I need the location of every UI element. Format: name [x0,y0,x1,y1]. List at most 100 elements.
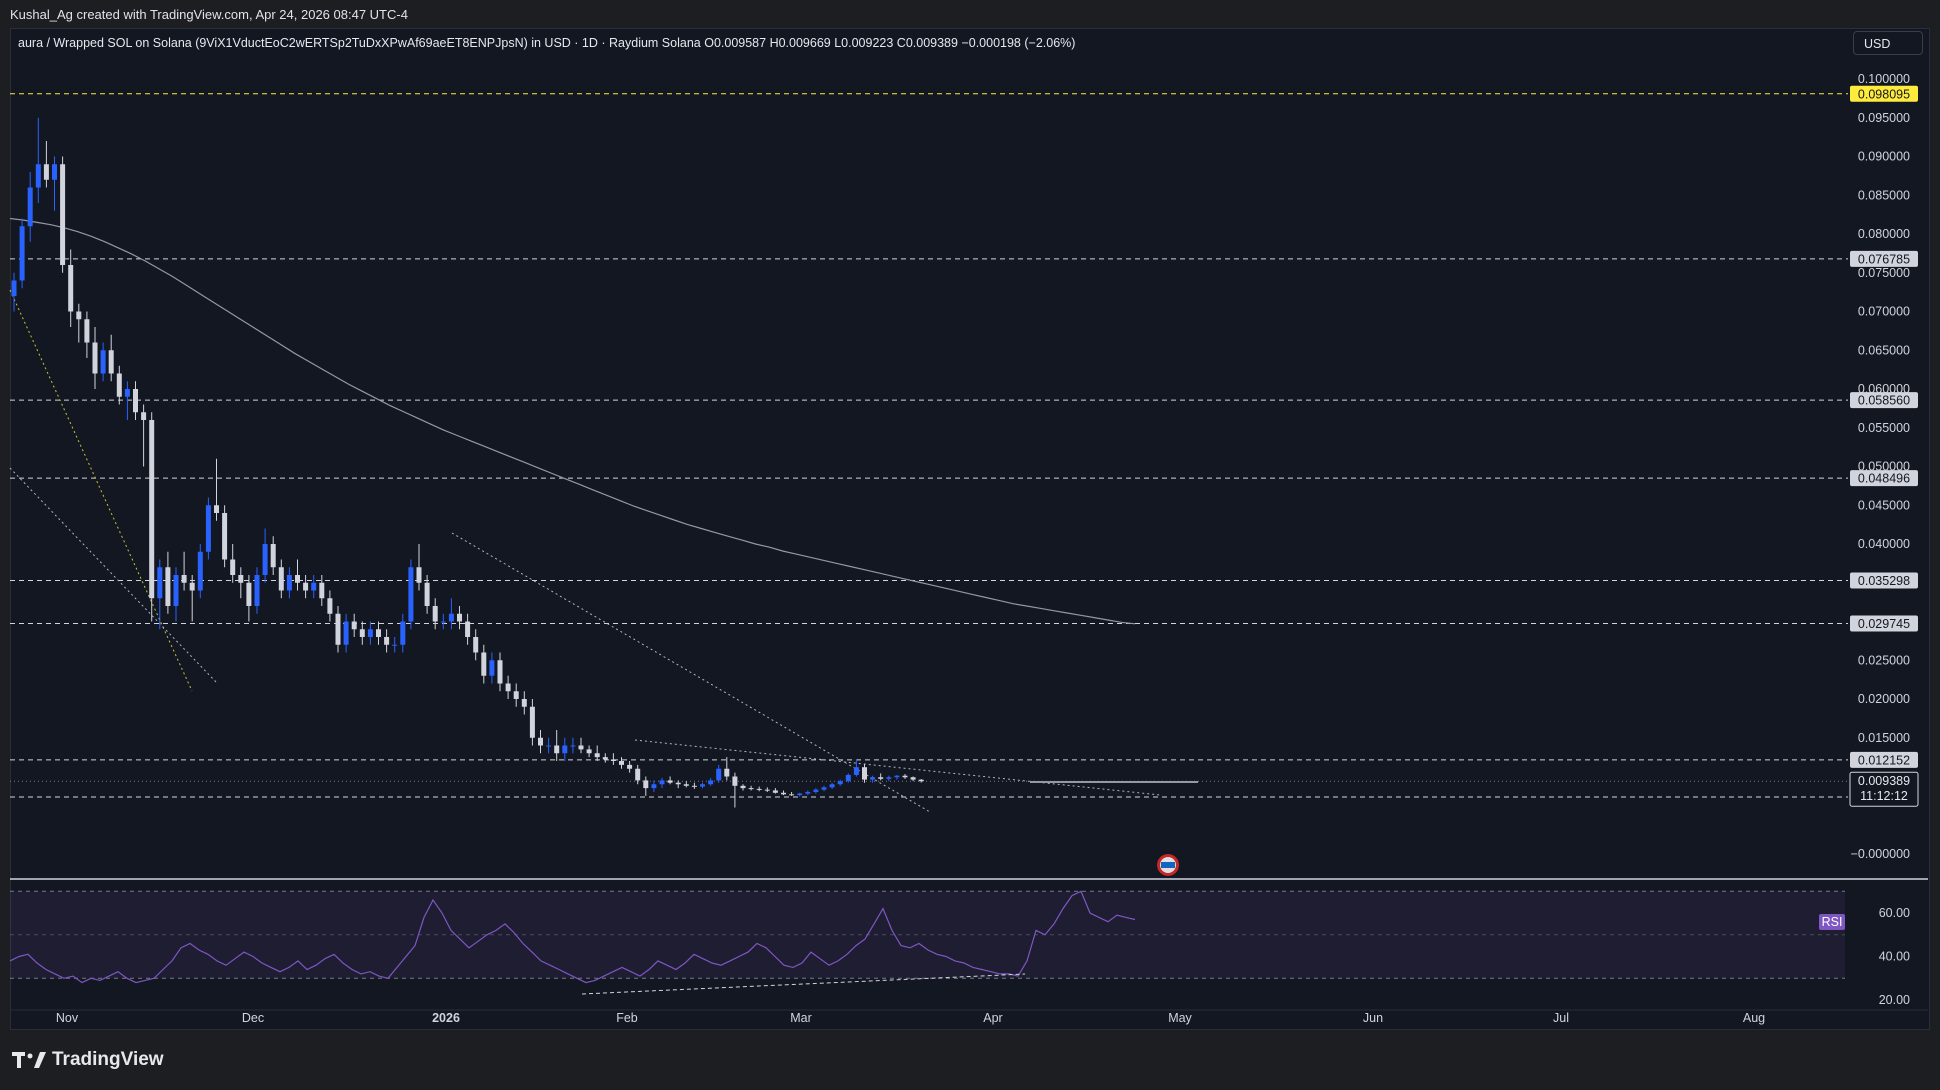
candle-body [675,782,681,785]
footer-bar [0,1032,1940,1090]
candle-body [805,792,811,794]
candle-body [319,582,325,599]
price-tick-label: 0.015000 [1858,731,1910,745]
candle-body [440,621,446,623]
currency-button[interactable]: USD [1853,31,1923,55]
candle-body [772,790,778,793]
candle-body [262,544,268,575]
chart-frame [10,28,1930,1030]
ohlc-high: H0.009669 [769,36,831,50]
candle-body [295,575,300,583]
price-tick-label: 0.060000 [1858,382,1910,396]
candle-body [578,745,584,750]
price-tick-label: 0.065000 [1858,343,1910,357]
time-tick-label: May [1168,1011,1192,1025]
price-chart[interactable]: 0.098095 0.076785 0.058560 0.048496 0.035298… [0,0,1940,1030]
candle-body [448,613,454,622]
candle-body [554,745,560,754]
ohlc-close: C0.009389 [896,36,958,50]
rsi-tick-label: 40.00 [1879,950,1910,964]
candle-body [627,764,633,769]
level-label: 0.076785 [1858,252,1910,266]
candle-body [505,683,511,692]
ohlc-low: L0.009223 [834,36,894,50]
price-tick-label: 0.025000 [1858,653,1910,667]
candle-body [246,582,252,606]
candle-body [230,559,236,575]
price-tick-label: −0.000000 [1851,847,1910,861]
candle-body [740,785,746,789]
candle-body [821,787,827,790]
price-tick-label: 0.090000 [1858,150,1910,164]
price-axis: 0.100000 0.095000 0.090000 0.085000 0.080000… [1851,72,1910,861]
candle-body [457,613,462,622]
level-label: 0.012152 [1858,753,1910,767]
candle-body [222,513,228,560]
candle-body [748,788,754,790]
candle-body [465,621,471,637]
candle-body [764,789,770,791]
price-tick-label: 0.095000 [1858,111,1910,125]
candle-body [643,780,649,789]
symbol-legend: aura / Wrapped SOL on Solana (9ViX1Vduct… [18,36,1075,50]
trendlines-layer [9,289,1198,813]
candle-body [189,582,195,591]
candle-body [303,582,309,591]
candle-body [586,749,592,754]
candle-body [76,311,82,320]
candle-body [862,767,867,780]
candle-body [19,226,25,281]
candle-body [724,768,730,777]
candle-body [35,164,41,188]
candle-body [84,319,90,343]
candle-body [100,350,106,374]
horizontal-levels: 0.098095 0.076785 0.058560 0.048496 0.035298… [10,85,1919,807]
level-label: 0.048496 [1858,472,1910,486]
last-price-label: 0.009389 [1858,774,1910,788]
candle-body [619,761,624,765]
price-tick-label: 0.055000 [1858,421,1910,435]
time-tick-label: Mar [790,1011,812,1025]
time-tick-label: Jul [1553,1011,1569,1025]
price-tick-label: 0.045000 [1858,498,1910,512]
candle-body [837,781,843,785]
level-label-bg [1850,751,1918,768]
level-label-bg [1850,615,1918,632]
price-tick-label: 0.050000 [1858,460,1910,474]
level-label: 0.098095 [1858,87,1910,101]
candle-body [432,606,438,622]
candle-body [683,784,689,786]
candle-body [610,759,616,761]
candle-body [108,350,114,374]
brand-name: TradingView [52,1049,164,1070]
candle-body [327,598,333,614]
candle-body [43,164,49,180]
candle-body [781,792,786,795]
candle-body [529,706,535,738]
level-label-bg [1850,392,1918,409]
candles-layer [11,117,924,808]
candle-body [853,767,859,775]
candle-body [197,551,203,591]
candle-body [392,644,398,646]
candle-body [270,544,276,568]
candle-body [497,660,503,684]
candle-body [165,567,171,606]
candle-body [878,777,884,779]
candle-body [594,753,600,758]
candle-body [473,637,479,653]
time-tick-label: Dec [242,1011,264,1025]
candle-body [570,745,576,747]
candle-body [11,280,17,296]
candle-body [902,775,908,778]
trendline-4 [634,739,1161,796]
candle-body [602,757,608,760]
candle-body [92,342,98,374]
candle-body [424,582,430,606]
candle-body [845,774,851,782]
candle-body [408,567,414,622]
candle-body [311,582,317,591]
symbol-name: aura / Wrapped SOL on Solana (9ViX1Vduct… [18,36,701,50]
candle-body [68,265,74,312]
candle-body [343,621,349,645]
